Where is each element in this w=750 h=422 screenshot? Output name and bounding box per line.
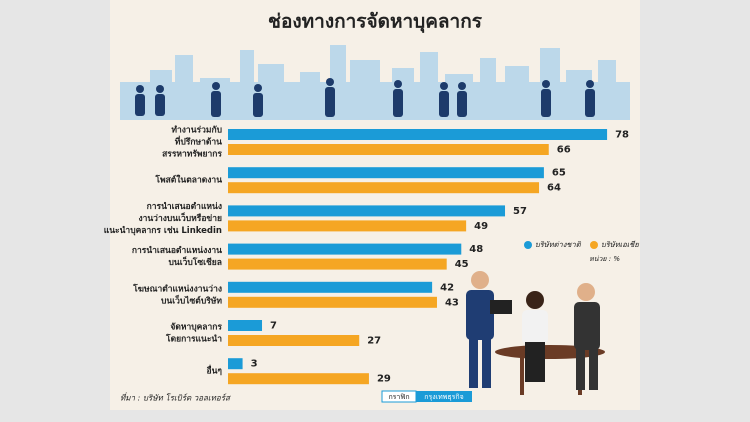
credit: กรุงเทพธุรกิจ: [424, 393, 463, 401]
bar: [228, 129, 608, 140]
value-label: 42: [440, 282, 454, 293]
value-label: 48: [469, 244, 483, 255]
value-label: 65: [552, 168, 566, 179]
legend-label: บริษัทต่างชาติ: [535, 240, 582, 249]
credit-box: [416, 391, 472, 402]
category-label: โพสต์ในตลาดงาน: [154, 175, 222, 186]
credit: กราฟิก: [388, 393, 409, 401]
value-label: 78: [615, 130, 629, 141]
value-label: 49: [474, 221, 488, 232]
bar: [228, 358, 243, 370]
skyline: [120, 45, 630, 120]
bar: [228, 296, 437, 308]
value-label: 29: [377, 374, 391, 385]
source: ที่มา : บริษัท โรเบิร์ต วอลเทอร์ส: [120, 392, 231, 403]
value-label: 3: [251, 359, 258, 370]
value-label: 7: [270, 321, 277, 332]
category-label: การนำเสนอตำแหน่งงาน: [132, 245, 222, 256]
chart-title: ช่องทางการจัดหาบุคลากร: [268, 11, 483, 34]
value-label: 43: [445, 297, 459, 308]
category-label: ทำงานร่วมกับ: [171, 125, 222, 136]
bar: [228, 243, 462, 255]
category-label: อื่นๆ: [207, 364, 223, 377]
bar: [228, 320, 263, 331]
bar: [228, 258, 447, 270]
category-label: โดยการแนะนำ: [165, 334, 222, 345]
category-label: ที่ปรึกษาด้าน: [175, 135, 222, 148]
bar: [228, 335, 360, 346]
legend-swatch: [524, 241, 532, 249]
category-label: บนเว็บไซต์บริษัท: [161, 293, 222, 306]
bar: [228, 182, 540, 194]
value-label: 64: [547, 183, 561, 194]
value-label: 57: [513, 206, 527, 217]
category-label: การนำเสนอตำแหน่ง: [147, 201, 222, 212]
value-label: 45: [455, 259, 469, 270]
legend-label: บริษัทเอเชีย: [601, 240, 639, 249]
bar: [228, 167, 544, 179]
category-label: สรรหาทรัพยากร: [162, 149, 222, 160]
bar: [228, 220, 467, 232]
people-silhouettes: [135, 78, 595, 117]
category-label: จัดหาบุคลากร: [170, 322, 222, 333]
value-label: 66: [557, 145, 571, 156]
category-label: โฆษณาตำแหน่งงานว่าง: [132, 283, 222, 294]
unit-note: หน่วย : %: [589, 255, 620, 263]
category-label: บนเว็บโซเชียล: [169, 255, 222, 268]
category-label: แนะนำบุคลากร เช่น Linkedin: [104, 225, 222, 236]
value-label: 27: [367, 336, 381, 347]
bar: [228, 144, 549, 155]
category-label: งานว่างบนเว็บหรือข่าย: [138, 211, 222, 224]
legend-swatch: [590, 241, 598, 249]
bar: [228, 373, 369, 385]
illustration: [466, 271, 605, 395]
bar: [228, 281, 433, 293]
bar: [228, 205, 506, 217]
